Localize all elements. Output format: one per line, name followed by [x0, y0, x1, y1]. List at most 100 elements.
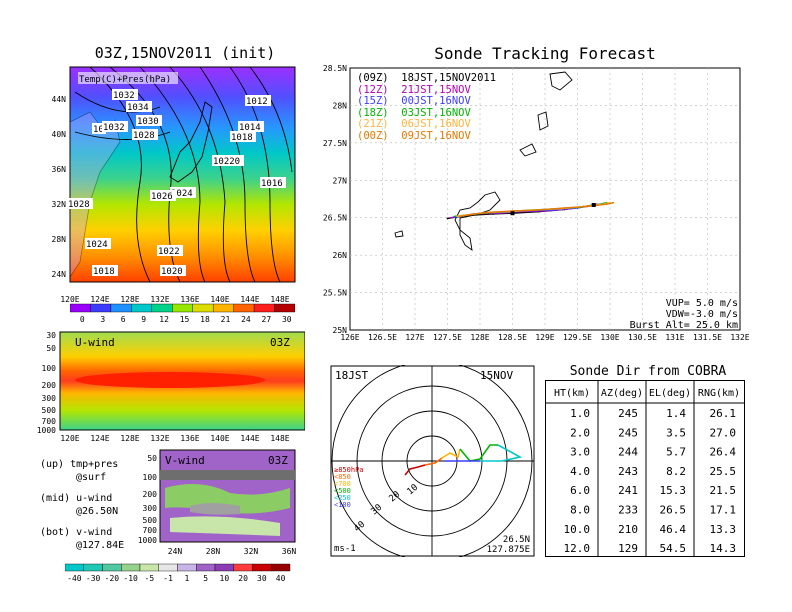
left-top-title: 03Z,15NOV2011 (init): [94, 44, 276, 62]
pressure-tick-label: 30: [46, 331, 56, 340]
table-cell: 3.0: [570, 446, 590, 459]
table-cell: 46.4: [660, 523, 687, 536]
table-cell: 244: [618, 446, 638, 459]
colorbar-label: 6: [121, 315, 126, 324]
legend-bot-sub: @127.84E: [76, 540, 125, 551]
pressure-legend-item: <250: [334, 494, 351, 502]
u-wind-title: U-wind: [75, 336, 115, 349]
lat-tick-label: 36N: [282, 547, 297, 556]
isobar-label: 1028: [133, 131, 155, 141]
x-tick-label: 131.5E: [693, 333, 722, 342]
lon-tick-label: 120E: [60, 295, 79, 304]
isobar-label-bg: [160, 265, 186, 276]
tracking-legend-item: (15Z) 00JST,16NOV: [357, 95, 471, 107]
colorbar-swatch: [139, 563, 159, 572]
table-cell: 245: [618, 407, 638, 420]
track-point: [456, 215, 459, 218]
table-header: RNG(km): [698, 388, 740, 399]
u-wind-time: 03Z: [270, 336, 290, 349]
table-cell: 210: [618, 523, 638, 536]
isobar-label: 1014: [239, 123, 261, 133]
pressure-legend-item: <850: [334, 473, 351, 481]
pressure-legend-item: <100: [334, 501, 351, 509]
isobar-label-bg: [136, 115, 162, 126]
table-header: AZ(deg): [601, 388, 643, 399]
table-cell: 8.2: [666, 465, 686, 478]
pressure-tick-label: 1000: [138, 536, 157, 545]
temp-colorbar: 0 3 6 9 12 15 18 21 24 27 30: [70, 303, 295, 324]
colorbar-label: 18: [200, 315, 210, 324]
x-tick-label: 130E: [600, 333, 619, 342]
isobar-label: 1018: [231, 133, 253, 143]
colorbar-swatch: [274, 303, 295, 313]
colorbar-swatch: [131, 303, 153, 313]
wind-colorbar: -40 -30 -20 -10 -5 -1 1 5 10 20 30 40: [65, 563, 291, 583]
table-cell: 245: [618, 426, 638, 439]
pressure-tick-label: 1000: [37, 426, 56, 435]
colorbar-label: -1: [163, 574, 173, 583]
table-cell: 129: [618, 542, 638, 555]
pressure-legend-item: ≥850hPa: [334, 466, 364, 474]
table-cell: 8.0: [570, 504, 590, 517]
pressure-tick-label: 700: [42, 417, 57, 426]
table-cell: 25.5: [710, 465, 737, 478]
colorbar-label: 30: [282, 315, 292, 324]
jet-core: [75, 372, 265, 388]
v-wind-time: 03Z: [268, 454, 288, 467]
lon-tick-label: 144E: [240, 434, 259, 443]
colorbar-swatch: [70, 303, 91, 313]
tracking-legend-item: (09Z) 18JST,15NOV2011: [357, 72, 497, 84]
pressure-tick-label: 50: [46, 344, 56, 353]
table-cell: 26.1: [710, 407, 737, 420]
table-header: HT(km): [554, 388, 590, 399]
x-tick-label: 130.5E: [628, 333, 657, 342]
isobar-label-bg: [85, 238, 111, 249]
tracking-legend-item: (00Z) 09JST,16NOV: [357, 129, 471, 142]
colorbar-swatch: [233, 303, 255, 313]
lon-tick-label: 124E: [90, 434, 109, 443]
isobar-label-bg: [150, 190, 176, 201]
isobar-label-bg: [67, 198, 93, 209]
isobar-label-bg: [238, 121, 264, 132]
isobar-label: 1022: [158, 247, 180, 257]
pressure-tick-label: 700: [143, 526, 158, 535]
x-tick-label: 132E: [730, 333, 749, 342]
colorbar-label: 10: [220, 574, 230, 583]
isobar-label: 1024: [86, 240, 108, 250]
pressure-tick-label: 500: [143, 516, 158, 525]
lon-tick-label: 128E: [120, 295, 139, 304]
y-tick-label: 27N: [333, 176, 348, 185]
isobar-label: 1018: [93, 267, 115, 277]
param-vdw: VDW=-3.0 m/s: [665, 309, 738, 320]
x-tick-label: 126.5E: [368, 333, 397, 342]
lat-tick-label: 28N: [206, 547, 221, 556]
east-island: [519, 143, 537, 157]
isobar-label: 1012: [246, 97, 268, 107]
amami-island: [549, 71, 573, 91]
pressure-tick-label: 200: [143, 490, 158, 499]
x-tick-label: 129.5E: [563, 333, 592, 342]
tracking-title: Sonde Tracking Forecast: [434, 44, 656, 63]
sonde-table: HT(km) AZ(deg) EL(deg) RNG(km) 1.0 245 1.4 26.…: [546, 381, 744, 556]
colorbar-label: -5: [145, 574, 155, 583]
x-tick-label: 127E: [405, 333, 424, 342]
track-point: [563, 207, 566, 209]
isobar-label: 10220: [213, 157, 240, 167]
isobar-label-bg: [260, 177, 286, 188]
colorbar-label: 27: [262, 315, 272, 324]
tracking-legend-item: (12Z) 21JST,15NOV: [357, 83, 471, 96]
y-tick-label: 25.5N: [323, 289, 347, 298]
lon-tick-label: 120E: [60, 434, 79, 443]
pressure-tick-label: 500: [42, 406, 57, 415]
track-point: [453, 216, 455, 218]
v-wind-title: V-wind: [165, 454, 205, 467]
tracking-map: 126E 126.5E 127E 127.5E 128E 128.5E 129E 129.5E…: [323, 64, 750, 342]
colorbar-label: 24: [241, 315, 251, 324]
lat-tick-label: 24N: [52, 270, 67, 279]
isobar-label-bg: [230, 131, 256, 142]
table-cell: 233: [618, 504, 638, 517]
isobar-label-bg: [132, 129, 158, 140]
pressure-tick-label: 300: [42, 394, 57, 403]
